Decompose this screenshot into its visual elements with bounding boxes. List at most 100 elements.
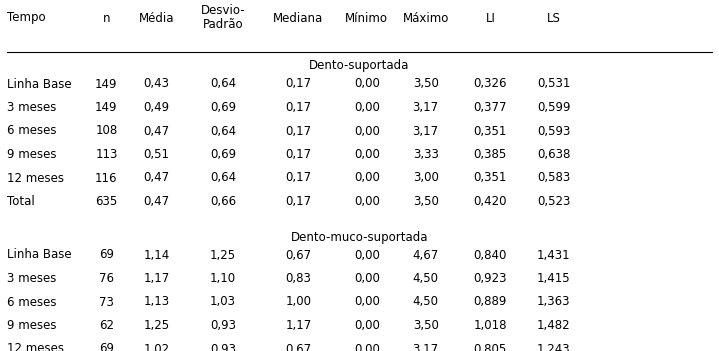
- Text: 1,018: 1,018: [474, 319, 507, 332]
- Text: 0,583: 0,583: [537, 172, 570, 185]
- Text: 3,33: 3,33: [413, 148, 439, 161]
- Text: 0,00: 0,00: [354, 195, 380, 208]
- Text: 0,69: 0,69: [210, 148, 236, 161]
- Text: 0,17: 0,17: [285, 125, 311, 138]
- Text: 0,47: 0,47: [144, 195, 170, 208]
- Text: 0,43: 0,43: [144, 78, 170, 91]
- Text: Dento-muco-suportada: Dento-muco-suportada: [290, 231, 429, 244]
- Text: 635: 635: [96, 195, 117, 208]
- Text: 1,415: 1,415: [537, 272, 570, 285]
- Text: 0,93: 0,93: [210, 319, 236, 332]
- Text: 0,923: 0,923: [474, 272, 507, 285]
- Text: 0,00: 0,00: [354, 172, 380, 185]
- Text: 0,00: 0,00: [354, 125, 380, 138]
- Text: 0,93: 0,93: [210, 343, 236, 351]
- Text: 0,83: 0,83: [285, 272, 311, 285]
- Text: 9 meses: 9 meses: [7, 319, 57, 332]
- Text: 1,14: 1,14: [144, 249, 170, 261]
- Text: 0,47: 0,47: [144, 172, 170, 185]
- Text: 0,47: 0,47: [144, 125, 170, 138]
- Text: 0,69: 0,69: [210, 101, 236, 114]
- Text: 1,243: 1,243: [537, 343, 570, 351]
- Text: 6 meses: 6 meses: [7, 296, 57, 309]
- Text: 0,00: 0,00: [354, 148, 380, 161]
- Text: 0,523: 0,523: [537, 195, 570, 208]
- Text: 1,10: 1,10: [210, 272, 236, 285]
- Text: 1,25: 1,25: [210, 249, 236, 261]
- Text: 9 meses: 9 meses: [7, 148, 57, 161]
- Text: 0,00: 0,00: [354, 319, 380, 332]
- Text: 3,00: 3,00: [413, 172, 439, 185]
- Text: 12 meses: 12 meses: [7, 172, 64, 185]
- Text: 3 meses: 3 meses: [7, 272, 57, 285]
- Text: 0,67: 0,67: [285, 249, 311, 261]
- Text: 1,431: 1,431: [537, 249, 570, 261]
- Text: 1,02: 1,02: [144, 343, 170, 351]
- Text: 1,482: 1,482: [537, 319, 570, 332]
- Text: 0,351: 0,351: [474, 172, 507, 185]
- Text: 4,67: 4,67: [413, 249, 439, 261]
- Text: 1,13: 1,13: [144, 296, 170, 309]
- Text: 3,17: 3,17: [413, 101, 439, 114]
- Text: 3,50: 3,50: [413, 195, 439, 208]
- Text: Tempo: Tempo: [7, 12, 46, 25]
- Text: 3,50: 3,50: [413, 319, 439, 332]
- Text: 3,17: 3,17: [413, 125, 439, 138]
- Text: 0,00: 0,00: [354, 272, 380, 285]
- Text: 0,351: 0,351: [474, 125, 507, 138]
- Text: 0,00: 0,00: [354, 296, 380, 309]
- Text: LI: LI: [485, 12, 495, 25]
- Text: 4,50: 4,50: [413, 296, 439, 309]
- Text: 0,66: 0,66: [210, 195, 236, 208]
- Text: 0,51: 0,51: [144, 148, 170, 161]
- Text: 116: 116: [95, 172, 118, 185]
- Text: 0,17: 0,17: [285, 101, 311, 114]
- Text: Total: Total: [7, 195, 35, 208]
- Text: Mediana: Mediana: [273, 12, 324, 25]
- Text: Mínimo: Mínimo: [345, 12, 388, 25]
- Text: 3,50: 3,50: [413, 78, 439, 91]
- Text: 149: 149: [95, 78, 118, 91]
- Text: 0,17: 0,17: [285, 78, 311, 91]
- Text: 0,17: 0,17: [285, 148, 311, 161]
- Text: 76: 76: [99, 272, 114, 285]
- Text: 0,531: 0,531: [537, 78, 570, 91]
- Text: Linha Base: Linha Base: [7, 249, 72, 261]
- Text: 0,593: 0,593: [537, 125, 570, 138]
- Text: Média: Média: [139, 12, 175, 25]
- Text: 0,00: 0,00: [354, 249, 380, 261]
- Text: 62: 62: [99, 319, 114, 332]
- Text: 1,363: 1,363: [537, 296, 570, 309]
- Text: 6 meses: 6 meses: [7, 125, 57, 138]
- Text: 3 meses: 3 meses: [7, 101, 57, 114]
- Text: 0,17: 0,17: [285, 195, 311, 208]
- Text: 0,840: 0,840: [474, 249, 507, 261]
- Text: 149: 149: [95, 101, 118, 114]
- Text: 108: 108: [96, 125, 117, 138]
- Text: 4,50: 4,50: [413, 272, 439, 285]
- Text: 0,64: 0,64: [210, 78, 236, 91]
- Text: 12 meses: 12 meses: [7, 343, 64, 351]
- Text: 0,64: 0,64: [210, 172, 236, 185]
- Text: 1,00: 1,00: [285, 296, 311, 309]
- Text: 69: 69: [99, 249, 114, 261]
- Text: 0,326: 0,326: [474, 78, 507, 91]
- Text: 0,599: 0,599: [537, 101, 570, 114]
- Text: 3,17: 3,17: [413, 343, 439, 351]
- Text: 1,17: 1,17: [285, 319, 311, 332]
- Text: 69: 69: [99, 343, 114, 351]
- Text: 0,889: 0,889: [474, 296, 507, 309]
- Text: 0,00: 0,00: [354, 78, 380, 91]
- Text: 0,638: 0,638: [537, 148, 570, 161]
- Text: 0,64: 0,64: [210, 125, 236, 138]
- Text: Máximo: Máximo: [403, 12, 449, 25]
- Text: 0,67: 0,67: [285, 343, 311, 351]
- Text: Desvio-: Desvio-: [201, 5, 245, 18]
- Text: 1,25: 1,25: [144, 319, 170, 332]
- Text: 1,17: 1,17: [144, 272, 170, 285]
- Text: Dento-suportada: Dento-suportada: [309, 60, 410, 73]
- Text: Linha Base: Linha Base: [7, 78, 72, 91]
- Text: 0,420: 0,420: [474, 195, 507, 208]
- Text: 0,805: 0,805: [474, 343, 507, 351]
- Text: 0,17: 0,17: [285, 172, 311, 185]
